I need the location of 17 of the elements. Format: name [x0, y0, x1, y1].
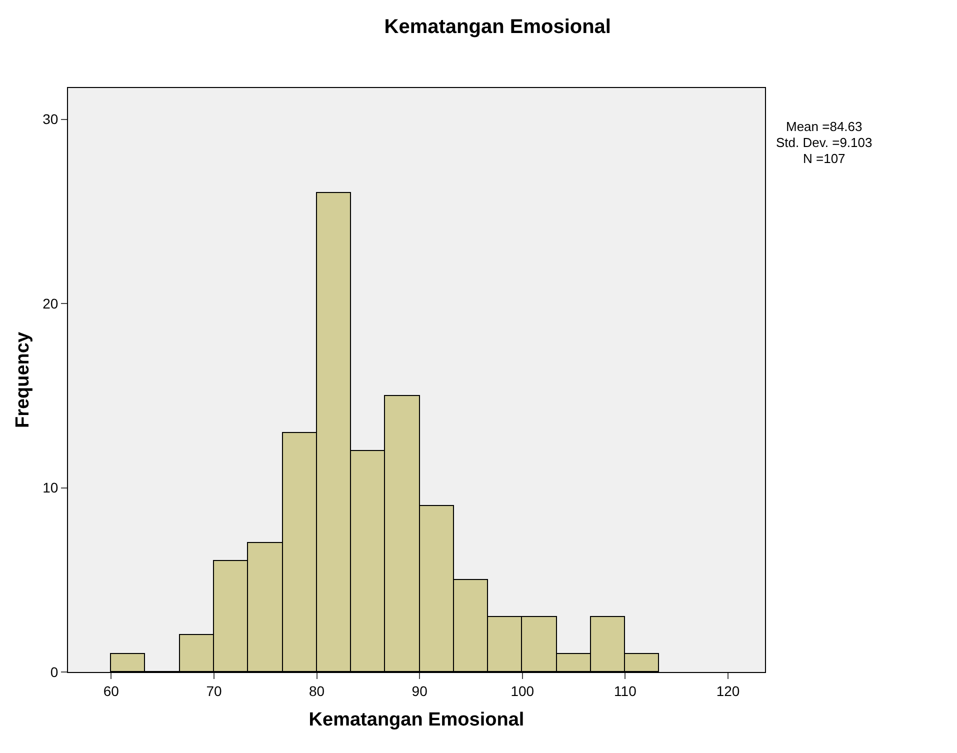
y-tick-label: 0 [50, 664, 58, 680]
text: N =107 [803, 151, 846, 166]
x-axis-title: Kematangan Emosional [308, 710, 524, 731]
x-tick-label: 70 [206, 682, 222, 699]
x-tick-label: 60 [103, 682, 120, 699]
chart-title: Kematangan Emosional [384, 16, 611, 38]
y-axis-title: Frequency [12, 332, 34, 428]
x-tick-label: 90 [412, 682, 428, 699]
x-tick-label: 80 [308, 682, 325, 699]
text: Std. Dev. =9.103 [776, 135, 872, 150]
y-tick-label: 10 [42, 480, 58, 496]
text: Mean =84.63 [786, 119, 862, 134]
x-tick-label: 100 [510, 682, 534, 699]
y-tick-label: 30 [42, 111, 58, 128]
x-tick-label: 110 [614, 682, 637, 699]
y-tick-label: 20 [42, 295, 58, 312]
x-tick-label: 120 [716, 682, 740, 699]
